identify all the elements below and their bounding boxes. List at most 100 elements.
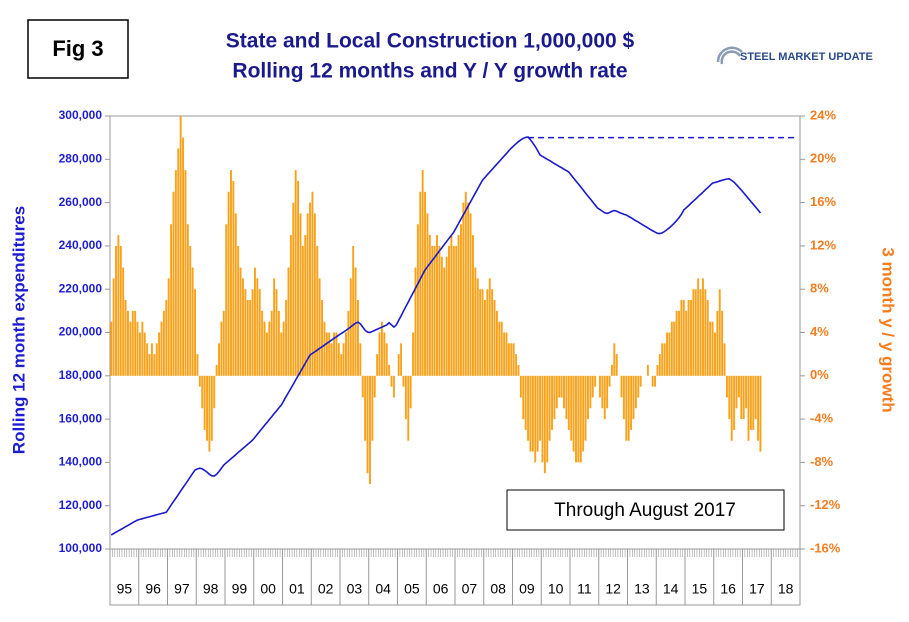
bar: [390, 375, 393, 387]
bar: [536, 375, 539, 452]
bar: [414, 267, 417, 376]
x-tick-label: 01: [289, 581, 305, 597]
bar: [467, 202, 470, 376]
bar: [551, 375, 553, 430]
figure-box: [27, 19, 129, 79]
bar: [196, 354, 199, 376]
bar: [165, 300, 168, 376]
bar: [189, 245, 192, 376]
bar: [316, 245, 319, 376]
bar: [359, 343, 362, 376]
x-tick-label: 00: [260, 581, 276, 597]
x-tick-label: 95: [117, 581, 133, 597]
x-tick-label: 12: [605, 581, 621, 597]
bar: [376, 354, 379, 376]
bar: [486, 289, 489, 376]
bar: [134, 310, 137, 376]
bar: [412, 332, 415, 376]
y-tick-label: 200,000: [59, 325, 103, 339]
bar: [119, 245, 122, 376]
bar: [752, 375, 755, 430]
bar: [210, 375, 213, 441]
bar: [368, 375, 371, 485]
bar: [759, 375, 762, 452]
bar: [220, 321, 223, 376]
bar: [498, 321, 501, 376]
bar: [524, 375, 527, 430]
bar: [651, 375, 654, 387]
x-tick-label: 05: [404, 581, 420, 597]
plot: 100,000 120,000 140,000 160,000 180,000 200,0…: [59, 107, 841, 605]
x-tick-label: 03: [347, 581, 363, 597]
bar: [162, 310, 165, 376]
bar: [670, 321, 673, 376]
bar: [527, 375, 530, 441]
logo: STEEL MARKET UPDATE: [740, 51, 873, 63]
bar: [702, 278, 704, 376]
bar: [610, 364, 613, 376]
bar: [352, 245, 355, 376]
bar: [452, 245, 455, 376]
bar: [587, 375, 589, 420]
bar: [737, 375, 740, 398]
bar: [150, 343, 153, 376]
bar: [294, 170, 297, 376]
bar: [122, 267, 125, 376]
bar: [155, 343, 158, 376]
bar: [115, 245, 117, 376]
bar: [404, 375, 407, 420]
bar: [546, 375, 549, 463]
bar: [313, 213, 316, 376]
bar: [692, 289, 695, 376]
bar: [182, 137, 185, 376]
bar: [409, 375, 412, 409]
y2-tick-label: -16%: [810, 540, 841, 555]
bar: [203, 375, 206, 430]
x-tick-label: 97: [174, 581, 190, 597]
bar: [584, 375, 587, 441]
x-tick-label: 15: [692, 581, 708, 597]
bar: [167, 278, 170, 376]
bar: [522, 375, 525, 420]
bar: [493, 300, 496, 376]
bar: [232, 180, 235, 376]
y2-tick-label: 4%: [810, 324, 829, 339]
y-tick-label: 220,000: [59, 281, 103, 295]
bar: [342, 343, 345, 376]
bar: [747, 375, 750, 441]
bar: [184, 170, 187, 376]
y2-axis-title: 3 month y / y growth: [879, 247, 898, 412]
y2-tick-label: 16%: [810, 194, 836, 209]
y2-tick-label: 12%: [810, 237, 836, 252]
x-tick-label: 08: [490, 581, 506, 597]
bar: [306, 213, 309, 376]
bar: [141, 321, 144, 376]
bar: [328, 332, 331, 376]
bar: [589, 375, 592, 409]
bar: [694, 289, 697, 376]
bar: [713, 332, 716, 376]
bar: [436, 235, 438, 376]
bar: [323, 321, 326, 376]
bar: [213, 375, 216, 409]
bar: [634, 375, 637, 409]
bar: [285, 300, 288, 376]
chart-title: State and Local Construction 1,000,000 $: [226, 30, 635, 53]
bar: [160, 321, 163, 376]
logo-icon: [716, 46, 743, 65]
bar: [754, 375, 757, 420]
bar: [117, 235, 120, 376]
bar: [637, 375, 640, 398]
bar: [174, 170, 177, 376]
bar: [268, 321, 271, 376]
bar: [383, 332, 386, 376]
bar: [608, 375, 611, 387]
bar: [218, 343, 220, 376]
bar: [740, 375, 743, 420]
x-tick-label: 07: [462, 581, 478, 597]
bar: [606, 375, 609, 409]
bar: [388, 364, 391, 376]
bar: [239, 267, 242, 376]
bar: [426, 213, 429, 376]
y-tick-label: 120,000: [59, 498, 103, 512]
